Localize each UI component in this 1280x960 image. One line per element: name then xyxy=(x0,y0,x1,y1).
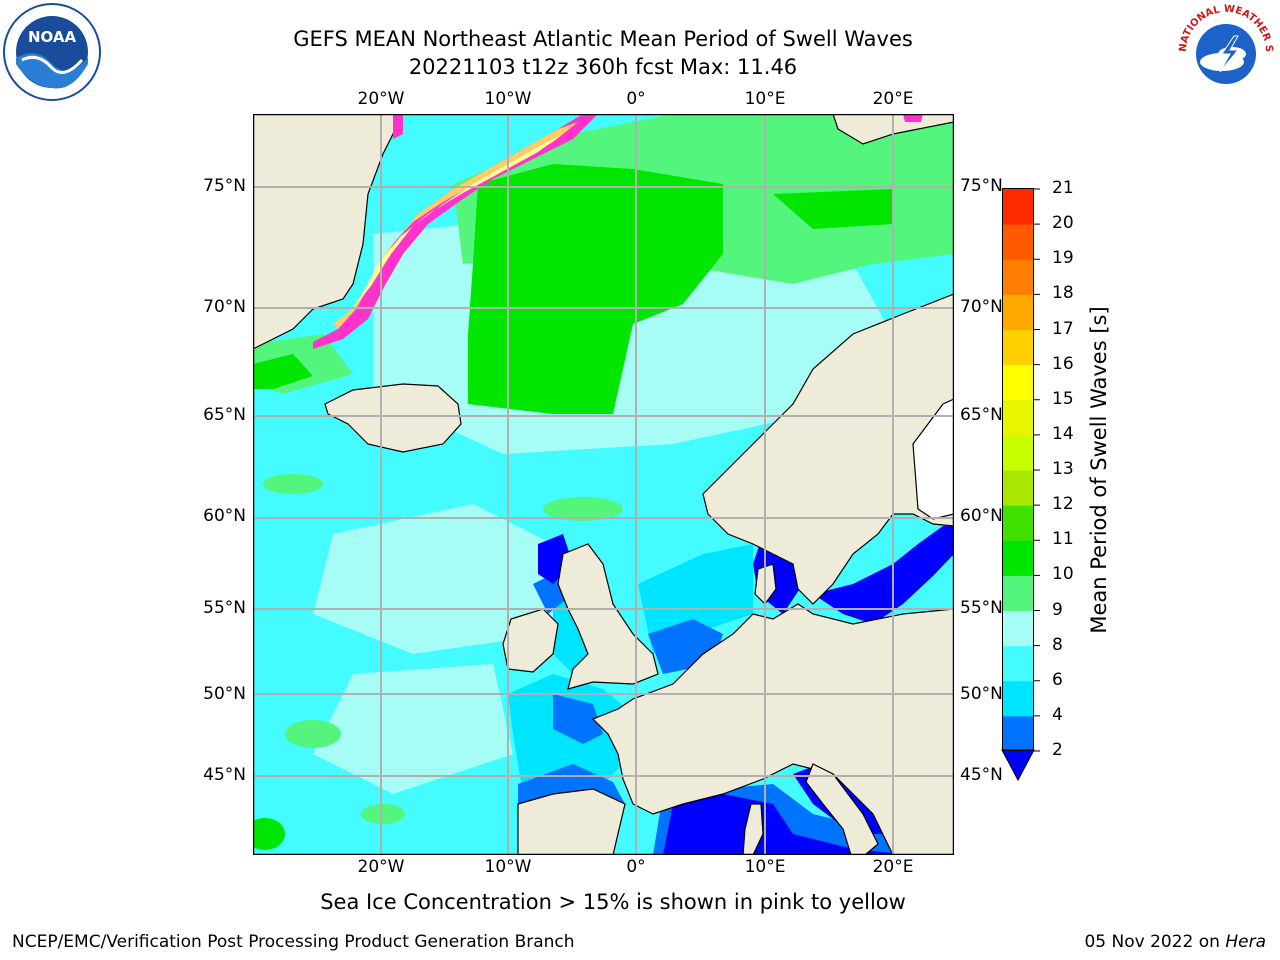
lat-label-right-65n: 65°N xyxy=(960,405,1003,425)
sea-ice-edge xyxy=(313,114,923,349)
nws-logo: NATIONAL WEATHER SERVICE xyxy=(1172,0,1276,106)
lat-label-left-75n: 75°N xyxy=(203,176,246,196)
lon-label-bottom-0: 0° xyxy=(626,857,646,877)
credit-line: NCEP/EMC/Verification Post Processing Pr… xyxy=(12,932,575,952)
colorbar-tick-label: 13 xyxy=(1052,459,1074,479)
lon-label-bottom-20e: 20°E xyxy=(872,857,914,877)
colorbar-tick-label: 9 xyxy=(1052,599,1063,620)
colorbar-segment xyxy=(1003,364,1033,401)
colorbar-segment xyxy=(1003,294,1033,330)
date-host: Hera xyxy=(1225,932,1266,952)
lat-label-left-50n: 50°N xyxy=(203,684,246,704)
swell-period-map xyxy=(253,114,954,855)
green-zone xyxy=(253,164,893,850)
graticule xyxy=(253,114,954,855)
chart-subtitle: 20221103 t12z 360h fcst Max: 11.46 xyxy=(408,55,798,79)
lon-label-bottom-10w: 10°W xyxy=(484,857,532,877)
colorbar-segment xyxy=(1003,470,1033,506)
lon-label-bottom-20w: 20°W xyxy=(357,857,405,877)
colorbar-tick-label: 2 xyxy=(1052,740,1063,760)
lat-label-left-45n: 45°N xyxy=(203,765,246,785)
colorbar-segment xyxy=(1003,575,1033,611)
chart-title: GEFS MEAN Northeast Atlantic Mean Period… xyxy=(293,27,913,51)
lat-label-left-70n: 70°N xyxy=(203,297,246,317)
lon-label-bottom-10e: 10°E xyxy=(744,857,786,877)
lon-label-top-0: 0° xyxy=(626,89,646,109)
lat-label-left-60n: 60°N xyxy=(203,506,246,526)
date-line: 05 Nov 2022 on Hera xyxy=(1084,932,1266,952)
colorbar-segment xyxy=(1003,610,1033,647)
colorbar-segment xyxy=(1003,715,1033,752)
cyan-coastal-zones xyxy=(508,544,753,804)
colorbar-segment xyxy=(1003,645,1033,682)
lon-label-top-10w: 10°W xyxy=(484,89,532,109)
colorbar-segment xyxy=(1003,434,1033,471)
colorbar-tick-label: 19 xyxy=(1052,248,1074,269)
lat-label-right-50n: 50°N xyxy=(960,684,1003,704)
colorbar-segments xyxy=(1003,189,1033,752)
noaa-logo-text: NOAA xyxy=(28,28,77,46)
colorbar-segment xyxy=(1003,540,1033,576)
colorbar-tick-label: 16 xyxy=(1052,353,1074,374)
colorbar-tick-label: 21 xyxy=(1052,178,1074,198)
lat-label-left-55n: 55°N xyxy=(203,598,246,618)
lat-label-right-55n: 55°N xyxy=(960,598,1003,618)
lon-label-top-20w: 20°W xyxy=(357,89,405,109)
sea-ice-note: Sea Ice Concentration > 15% is shown in … xyxy=(320,890,906,914)
lat-label-right-60n: 60°N xyxy=(960,506,1003,526)
colorbar-label: Mean Period of Swell Waves [s] xyxy=(1087,306,1111,634)
colorbar-segment xyxy=(1003,329,1033,366)
colorbar-segment xyxy=(1003,505,1033,541)
colorbar xyxy=(1001,188,1040,782)
colorbar-tick-label: 11 xyxy=(1052,529,1074,550)
date-text: 05 Nov 2022 on xyxy=(1084,932,1226,952)
colorbar-tick-label: 12 xyxy=(1052,494,1074,515)
lon-label-top-10e: 10°E xyxy=(744,89,786,109)
colorbar-tick-label: 8 xyxy=(1052,634,1063,655)
noaa-logo: NOAA xyxy=(2,2,102,106)
colorbar-tick-label: 4 xyxy=(1052,704,1063,725)
colorbar-tick-label: 18 xyxy=(1052,283,1074,304)
colorbar-tick-label: 17 xyxy=(1052,318,1074,339)
colorbar-tick-label: 10 xyxy=(1052,564,1074,585)
lon-label-top-20e: 20°E xyxy=(872,89,914,109)
map-frame xyxy=(253,114,954,855)
lat-label-right-70n: 70°N xyxy=(960,297,1003,317)
colorbar-tick-label: 15 xyxy=(1052,388,1074,409)
colorbar-segment xyxy=(1003,224,1033,260)
colorbar-tick-label: 6 xyxy=(1052,669,1063,690)
lat-label-left-65n: 65°N xyxy=(203,405,246,425)
colorbar-segment xyxy=(1003,189,1033,225)
colorbar-tick-label: 14 xyxy=(1052,423,1074,444)
colorbar-segment xyxy=(1003,259,1033,295)
colorbar-segment xyxy=(1003,680,1033,717)
colorbar-segment xyxy=(1003,399,1033,436)
lat-label-right-75n: 75°N xyxy=(960,176,1003,196)
colorbar-tick-label: 20 xyxy=(1052,213,1074,234)
lat-label-right-45n: 45°N xyxy=(960,765,1003,785)
colorbar-under-arrow xyxy=(1001,749,1035,782)
